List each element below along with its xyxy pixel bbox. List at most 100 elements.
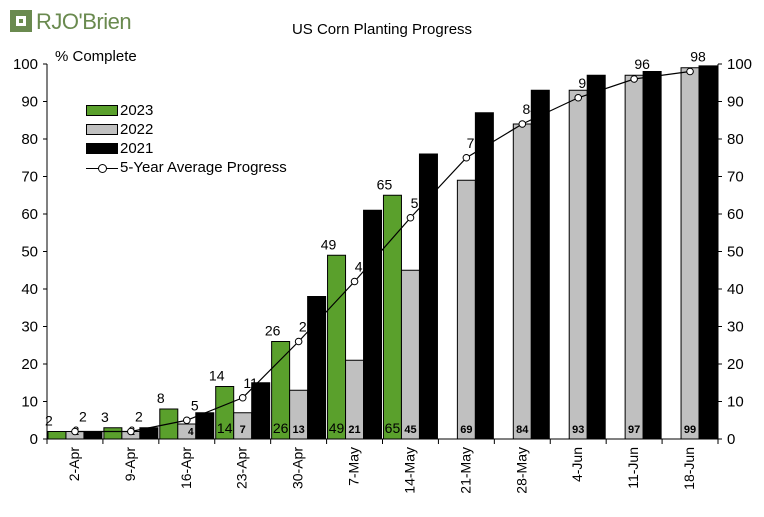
- legend-item-2023: 2023: [86, 101, 287, 120]
- data-label-2023-inside: 49: [329, 420, 345, 436]
- x-tick-label: 28-May: [513, 447, 529, 494]
- average-marker: [71, 427, 79, 436]
- y-tick-label-right: 10: [727, 394, 744, 411]
- y-tick-label-left: 80: [21, 131, 38, 148]
- data-label-2022-inside: 21: [348, 424, 360, 436]
- x-tick-label: 21-May: [457, 447, 473, 494]
- x-tick-label: 14-May: [401, 447, 417, 494]
- y-tick-label-left: 60: [21, 206, 38, 223]
- y-tick-label-right: 70: [727, 169, 744, 186]
- bar-2021: [698, 65, 718, 440]
- average-marker: [350, 277, 359, 286]
- bar-2023: [47, 431, 67, 440]
- average-marker: [294, 337, 303, 346]
- data-label-2023-top: 8: [157, 390, 165, 406]
- bar-2023: [103, 427, 123, 440]
- average-marker: [462, 153, 471, 162]
- rjo-logo-icon: [10, 10, 32, 32]
- y-tick-label-right: 100: [727, 56, 752, 73]
- data-label-average: 5: [191, 397, 199, 413]
- data-label-average: 91: [578, 75, 594, 91]
- x-tick-label: 9-Apr: [122, 447, 138, 482]
- bar-2021: [251, 382, 271, 440]
- y-tick-label-right: 20: [727, 356, 744, 373]
- data-label-average: 98: [690, 49, 706, 65]
- data-label-2022-inside: 13: [293, 424, 305, 436]
- legend-item-average: 5-Year Average Progress: [86, 158, 287, 177]
- average-marker: [238, 393, 247, 402]
- data-label-average: 84: [523, 101, 539, 117]
- data-label-2023-top: 26: [265, 323, 281, 339]
- bar-2022: [456, 179, 476, 440]
- y-tick-label-right: 80: [727, 131, 744, 148]
- legend-item-2021: 2021: [86, 139, 287, 158]
- bar-2021: [195, 412, 215, 440]
- bar-2021: [530, 89, 550, 440]
- bar-2023: [327, 254, 347, 440]
- legend-swatch-2023: [86, 105, 118, 116]
- data-label-2023-top: 2: [45, 413, 53, 429]
- average-marker: [574, 93, 583, 102]
- y-tick-label-left: 70: [21, 169, 38, 186]
- y-axis-title: % Complete: [55, 48, 137, 65]
- data-label-average: 2: [135, 409, 143, 425]
- bar-2021: [307, 296, 327, 440]
- data-label-average: 11: [243, 375, 258, 391]
- data-label-average: 75: [467, 135, 483, 151]
- data-label-2022-inside: 4: [188, 427, 194, 438]
- x-tick-label: 30-Apr: [290, 447, 306, 489]
- legend-line-marker-icon: [86, 162, 118, 174]
- average-marker: [406, 213, 415, 222]
- data-label-2022-inside: 97: [628, 424, 640, 436]
- data-label-average: 26: [299, 319, 315, 335]
- y-tick-label-right: 0: [727, 431, 735, 448]
- data-label-average: 42: [355, 259, 371, 275]
- data-label-average: 2: [79, 409, 87, 425]
- chart-legend: 2023 2022 2021 5-Year Average Progress: [86, 101, 287, 177]
- bar-2021: [642, 71, 662, 440]
- data-label-2023-inside: 14: [217, 420, 233, 436]
- bar-2022: [400, 269, 420, 440]
- legend-label-2021: 2021: [120, 140, 154, 157]
- y-tick-label-left: 20: [21, 356, 38, 373]
- y-tick-label-left: 40: [21, 281, 38, 298]
- legend-label-2022: 2022: [120, 121, 154, 138]
- bar-2022: [568, 89, 588, 440]
- average-marker: [182, 416, 191, 425]
- bar-2021: [474, 112, 494, 440]
- y-tick-label-left: 0: [30, 431, 38, 448]
- average-marker: [686, 67, 694, 76]
- data-label-2022-inside: 7: [240, 424, 246, 436]
- x-tick-label: 4-Jun: [569, 447, 585, 482]
- x-tick-label: 2-Apr: [66, 447, 82, 482]
- data-label-2022-inside: 69: [460, 424, 472, 436]
- chart-title: US Corn Planting Progress: [291, 21, 473, 38]
- y-tick-label-right: 30: [727, 319, 744, 336]
- data-label-2023-inside: 65: [385, 420, 401, 436]
- y-tick-label-left: 30: [21, 319, 38, 336]
- data-label-average: 96: [634, 56, 650, 72]
- bar-2022: [512, 123, 532, 440]
- data-label-2023-top: 3: [101, 409, 109, 425]
- y-tick-label-left: 10: [21, 394, 38, 411]
- data-label-2022-inside: 84: [516, 424, 529, 436]
- average-marker: [127, 427, 135, 436]
- legend-item-2022: 2022: [86, 120, 287, 139]
- y-tick-label-right: 50: [727, 244, 744, 261]
- x-tick-label: 11-Jun: [625, 447, 641, 489]
- x-tick-label: 18-Jun: [681, 447, 697, 490]
- data-label-2022-inside: 99: [684, 424, 696, 436]
- bar-2022: [624, 74, 644, 440]
- data-label-2023-top: 14: [209, 368, 225, 384]
- data-label-2023-inside: 26: [273, 420, 289, 436]
- bar-2021: [363, 209, 383, 440]
- legend-label-average: 5-Year Average Progress: [120, 159, 287, 176]
- average-marker: [630, 75, 638, 83]
- data-label-average: 59: [411, 195, 427, 211]
- data-label-2022-inside: 93: [572, 424, 584, 436]
- average-marker: [518, 120, 527, 128]
- average-line: [74, 70, 691, 433]
- brand-logo-text: RJO'Brien: [36, 9, 132, 34]
- bar-2021: [83, 431, 103, 440]
